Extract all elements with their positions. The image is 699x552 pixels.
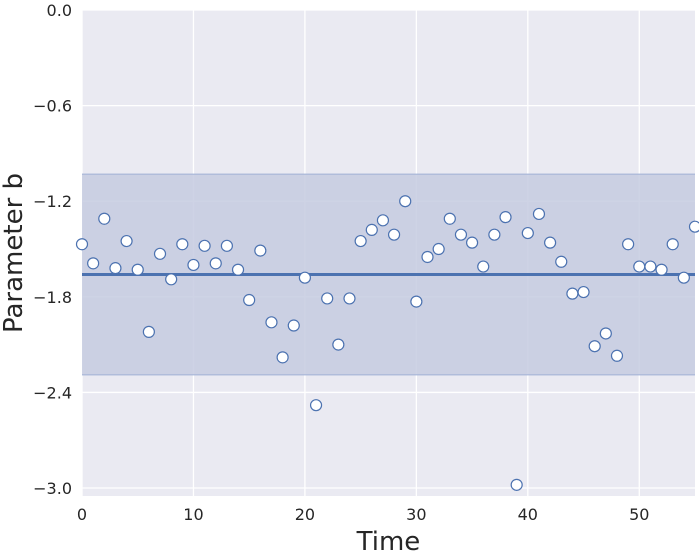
y-tick-label: −1.2 [33,192,72,211]
data-point [622,238,635,251]
data-point [465,236,479,249]
data-point [220,239,233,252]
data-point [198,239,211,252]
x-axis-label: Time [356,527,421,552]
data-point [399,195,412,208]
x-tick-label: 0 [77,505,87,524]
x-tick-labels: 0 10 20 30 40 50 [77,505,650,524]
data-point [499,211,512,224]
data-point [321,292,334,305]
data-point [599,327,612,340]
data-point [187,258,200,272]
data-point [287,319,300,332]
data-point [544,236,557,249]
data-point [243,293,256,307]
y-tick-label: −0.6 [33,97,72,116]
data-point [410,295,423,308]
data-point [387,228,401,241]
x-tick-label: 50 [629,505,649,524]
data-point [332,338,345,351]
x-tick-label: 30 [406,505,426,524]
y-tick-labels: 0.0 −0.6 −1.2 −1.8 −2.4 −3.0 [33,1,72,498]
y-axis-label: Parameter b [0,173,29,333]
data-point [644,260,657,273]
data-point [343,292,356,305]
data-point [142,325,155,338]
data-point [87,257,100,270]
y-tick-label: −1.8 [33,288,72,307]
data-point [276,351,289,364]
x-tick-label: 10 [183,505,203,524]
data-point [209,257,222,270]
data-point [298,271,312,284]
data-point [610,349,624,362]
data-point [566,287,579,300]
data-point [432,242,445,256]
data-point [510,478,523,491]
data-point [265,316,278,329]
data-point [354,234,367,248]
data-point [254,244,267,257]
data-point [309,399,323,412]
data-point [443,212,456,225]
x-tick-label: 20 [295,505,315,524]
data-point [376,214,390,227]
data-point [532,207,546,221]
data-point [98,212,111,225]
data-point [454,228,468,241]
data-point [120,234,133,248]
y-tick-label: −2.4 [33,383,72,402]
data-point [231,263,245,276]
data-point [131,263,144,276]
data-point [588,340,601,353]
data-point [555,255,568,268]
data-point [688,220,699,233]
data-point [633,260,646,273]
y-tick-label: −3.0 [33,479,72,498]
data-point [365,223,378,236]
data-point [176,238,189,251]
data-point [655,263,668,276]
data-point [488,228,501,241]
data-point [677,271,690,284]
data-points [75,195,699,491]
data-point [477,260,490,273]
data-point [666,238,679,251]
data-point [421,250,434,264]
data-point [75,238,89,251]
data-point [109,262,122,275]
data-point [521,226,534,240]
data-point [153,247,167,260]
data-point [577,285,590,299]
y-tick-label: 0.0 [47,1,72,20]
x-tick-label: 40 [518,505,538,524]
data-point [165,273,178,286]
